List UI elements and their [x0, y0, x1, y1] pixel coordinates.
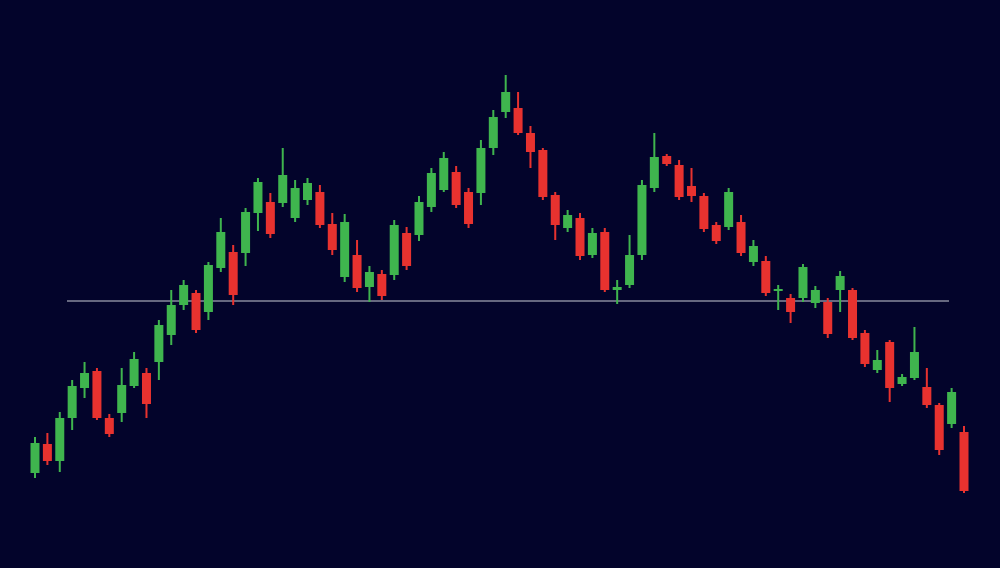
candle-body: [203, 265, 213, 312]
candle-body: [117, 385, 127, 413]
candle-body: [724, 192, 734, 227]
candle-body: [228, 252, 238, 295]
candle-body: [860, 333, 870, 364]
candle-body: [303, 183, 313, 200]
candle-body: [748, 246, 758, 262]
candle-body: [364, 272, 374, 287]
candle-body: [674, 165, 684, 197]
candle-body: [290, 188, 300, 218]
candle-body: [909, 352, 919, 378]
candle-body: [872, 360, 882, 370]
candle-body: [897, 377, 907, 384]
candle-body: [67, 386, 77, 418]
candle-body: [736, 222, 746, 253]
candle-body: [327, 224, 337, 250]
candle-body: [922, 387, 932, 405]
candle-body: [587, 233, 597, 255]
candle-body: [377, 274, 387, 296]
candle-body: [848, 290, 858, 338]
candle-body: [501, 92, 511, 112]
candle-body: [265, 202, 275, 234]
candle-body: [191, 293, 201, 330]
candle-body: [885, 342, 895, 388]
candle-body: [810, 290, 820, 303]
candle-body: [711, 225, 721, 241]
candle-body: [550, 195, 560, 225]
candle-body: [947, 392, 957, 424]
candle-body: [253, 182, 263, 213]
candle-body: [414, 202, 424, 235]
candle-body: [179, 285, 189, 305]
candle-body: [476, 148, 486, 193]
candle-body: [154, 325, 164, 362]
candle-body: [278, 175, 288, 203]
candle-body: [699, 196, 709, 229]
candle-body: [30, 443, 40, 473]
candle-body: [315, 192, 325, 225]
candle-body: [612, 287, 622, 290]
candle-body: [42, 444, 52, 461]
candle-body: [426, 173, 436, 207]
candle-body: [241, 212, 251, 253]
candle-body: [488, 117, 498, 148]
candle-body: [216, 232, 226, 268]
candle-body: [439, 158, 449, 190]
candle-body: [166, 305, 176, 335]
candle-body: [959, 432, 969, 491]
candle-body: [141, 373, 151, 404]
candle-body: [625, 255, 635, 285]
candle-body: [600, 232, 610, 290]
candle-body: [525, 133, 535, 152]
candle-body: [798, 267, 808, 298]
candle-body: [513, 108, 523, 133]
candle-body: [389, 225, 399, 275]
candle-body: [104, 418, 114, 434]
candle-body: [538, 150, 548, 197]
candle-body: [934, 405, 944, 450]
candle-body: [464, 192, 474, 224]
candle-body: [637, 185, 647, 255]
candle-body: [575, 218, 585, 256]
candle-body: [340, 222, 350, 277]
candle-body: [686, 186, 696, 196]
candle-body: [773, 289, 783, 291]
candle-body: [786, 298, 796, 312]
candle-body: [649, 157, 659, 188]
candle-body: [451, 172, 461, 205]
candle-body: [835, 276, 845, 290]
candle-body: [92, 371, 102, 418]
candle-body: [129, 359, 139, 386]
candle-body: [662, 156, 672, 164]
candle-body: [402, 233, 412, 266]
candle-body: [352, 255, 362, 288]
candle-body: [563, 215, 573, 228]
candle-body: [80, 373, 90, 388]
candle-body: [823, 302, 833, 334]
candle-body: [55, 418, 65, 461]
candle-body: [761, 261, 771, 293]
